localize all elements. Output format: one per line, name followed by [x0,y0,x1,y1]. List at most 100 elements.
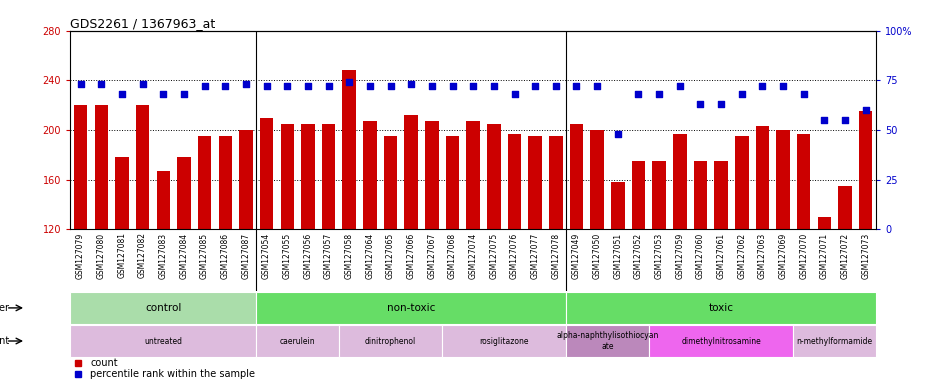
Bar [755,126,768,229]
Bar [363,121,376,229]
Text: non-toxic: non-toxic [387,303,435,313]
Point [217,83,232,89]
Text: GSM127056: GSM127056 [303,232,312,279]
Bar [280,124,294,229]
Text: GSM127078: GSM127078 [550,232,560,278]
Text: GSM127072: GSM127072 [840,232,849,278]
Point [548,83,563,89]
Bar [300,124,314,229]
Bar [858,111,871,229]
Text: GSM127053: GSM127053 [654,232,663,279]
Bar [797,134,810,229]
Bar [565,325,648,357]
Bar [487,124,500,229]
Bar [425,121,438,229]
Text: GSM127076: GSM127076 [509,232,519,279]
Point [713,101,728,107]
Point [734,91,749,97]
Text: GSM127086: GSM127086 [221,232,229,278]
Bar [838,186,851,229]
Text: GSM127071: GSM127071 [819,232,828,278]
Point [342,79,357,85]
Text: GSM127064: GSM127064 [365,232,374,279]
Point [176,91,191,97]
Bar [156,171,169,229]
Bar [569,124,582,229]
Bar [239,130,253,229]
Bar [446,136,459,229]
Bar [136,105,149,229]
Bar [590,130,603,229]
Bar [115,157,128,229]
Text: GSM127083: GSM127083 [158,232,168,278]
Text: GSM127060: GSM127060 [695,232,704,279]
Bar [776,130,789,229]
Text: GSM127068: GSM127068 [447,232,457,278]
Text: GDS2261 / 1367963_at: GDS2261 / 1367963_at [70,17,215,30]
Point [775,83,790,89]
Text: GSM127063: GSM127063 [757,232,767,279]
Text: GSM127074: GSM127074 [468,232,477,279]
Bar [343,70,356,229]
Point [300,83,315,89]
Text: GSM127085: GSM127085 [200,232,209,278]
Text: GSM127081: GSM127081 [117,232,126,278]
Bar [672,134,686,229]
Text: GSM127069: GSM127069 [778,232,787,279]
Bar [197,136,212,229]
Bar [74,105,87,229]
Point [280,83,295,89]
Point [424,83,439,89]
Point [609,131,624,137]
Point [403,81,418,88]
Bar [817,217,830,229]
Text: caerulein: caerulein [280,336,315,346]
Text: control: control [145,303,182,313]
Point [135,81,150,88]
Bar [651,161,665,229]
Text: GSM127079: GSM127079 [76,232,85,279]
Bar [610,182,624,229]
Text: GSM127059: GSM127059 [675,232,683,279]
Text: GSM127066: GSM127066 [406,232,416,279]
Text: GSM127067: GSM127067 [427,232,436,279]
Bar [70,292,256,324]
Bar [548,136,562,229]
Bar [70,325,256,357]
Bar [95,105,108,229]
Bar [648,325,793,357]
Point [672,83,687,89]
Point [238,81,253,88]
Point [155,91,170,97]
Bar [259,118,273,229]
Text: GSM127061: GSM127061 [716,232,724,278]
Bar [507,134,520,229]
Point [568,83,583,89]
Text: GSM127062: GSM127062 [737,232,745,278]
Point [465,83,480,89]
Text: dimethylnitrosamine: dimethylnitrosamine [680,336,760,346]
Text: GSM127050: GSM127050 [592,232,601,279]
Bar [218,136,232,229]
Bar [631,161,645,229]
Text: n-methylformamide: n-methylformamide [796,336,872,346]
Text: GSM127087: GSM127087 [241,232,250,278]
Text: GSM127070: GSM127070 [798,232,808,279]
Point [796,91,811,97]
Text: toxic: toxic [708,303,733,313]
Point [197,83,212,89]
Text: rosiglitazone: rosiglitazone [479,336,528,346]
Bar [793,325,875,357]
Point [506,91,521,97]
Bar [466,121,479,229]
Bar [384,136,397,229]
Text: GSM127049: GSM127049 [571,232,580,279]
Text: GSM127051: GSM127051 [613,232,622,278]
Text: GSM127073: GSM127073 [860,232,870,279]
Point [754,83,769,89]
Bar [713,161,727,229]
Point [816,117,831,123]
Text: GSM127082: GSM127082 [138,232,147,278]
Point [258,83,273,89]
Point [630,91,645,97]
